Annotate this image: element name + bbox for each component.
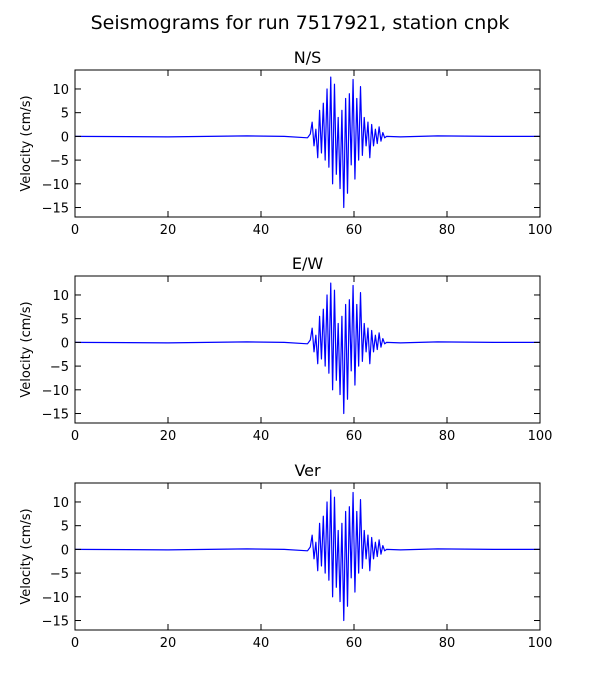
x-tick-label: 60	[346, 636, 363, 651]
x-tick-label: 20	[160, 223, 177, 238]
y-axis-label: Velocity (cm/s)	[19, 301, 34, 397]
panel-title: N/S	[294, 48, 322, 67]
x-tick-label: 100	[528, 429, 553, 444]
x-tick-label: 60	[346, 429, 363, 444]
y-axis-label: Velocity (cm/s)	[19, 508, 34, 604]
x-tick-label: 20	[160, 429, 177, 444]
x-tick-label: 0	[71, 223, 79, 238]
series-line-0	[75, 489, 540, 622]
y-tick-label: −5	[50, 360, 69, 375]
figure-title: Seismograms for run 7517921, station cnp…	[91, 12, 510, 34]
y-tick-label: −10	[42, 591, 69, 606]
panel-title: E/W	[292, 254, 324, 273]
x-tick-label: 0	[71, 429, 79, 444]
y-tick-label: 5	[61, 520, 69, 535]
y-tick-label: −5	[50, 154, 69, 169]
plot-frame	[74, 275, 541, 424]
x-tick-label: 20	[160, 636, 177, 651]
panel-title: Ver	[294, 461, 321, 480]
panel-1: E/W Velocity (cm/s) 0 20 40 60 80 100 −15 −10 −5 0 5…	[19, 254, 552, 444]
y-tick-label: −15	[42, 615, 69, 630]
y-tick-label: 5	[61, 107, 69, 122]
y-tick-label: −15	[42, 202, 69, 217]
series-line-0	[75, 76, 540, 209]
y-tick-label: 0	[61, 130, 69, 145]
x-tick-label: 80	[439, 636, 456, 651]
x-tick-label: 60	[346, 223, 363, 238]
series-line-0	[75, 282, 540, 415]
y-tick-label: 10	[52, 289, 69, 304]
panel-2: Ver Velocity (cm/s) 0 20 40 60 80 100 −15 −10 −5 0 5…	[19, 461, 552, 651]
x-tick-label: 0	[71, 636, 79, 651]
x-tick-label: 40	[253, 636, 270, 651]
plot-frame	[74, 69, 541, 218]
x-tick-label: 80	[439, 429, 456, 444]
y-tick-label: 0	[61, 336, 69, 351]
y-tick-label: −10	[42, 384, 69, 399]
x-tick-label: 80	[439, 223, 456, 238]
y-tick-label: 10	[52, 83, 69, 98]
y-tick-label: −5	[50, 567, 69, 582]
panel-0: N/S Velocity (cm/s) 0 20 40 60 80 100 −15 −10 −5 0 5…	[19, 48, 552, 238]
x-tick-label: 40	[253, 429, 270, 444]
plot-frame	[74, 482, 541, 631]
x-tick-label: 100	[528, 223, 553, 238]
y-tick-label: −15	[42, 408, 69, 423]
y-axis-label: Velocity (cm/s)	[19, 95, 34, 191]
y-tick-label: 5	[61, 313, 69, 328]
y-tick-label: 0	[61, 543, 69, 558]
x-tick-label: 40	[253, 223, 270, 238]
x-tick-label: 100	[528, 636, 553, 651]
y-tick-label: 10	[52, 496, 69, 511]
y-tick-label: −10	[42, 178, 69, 193]
